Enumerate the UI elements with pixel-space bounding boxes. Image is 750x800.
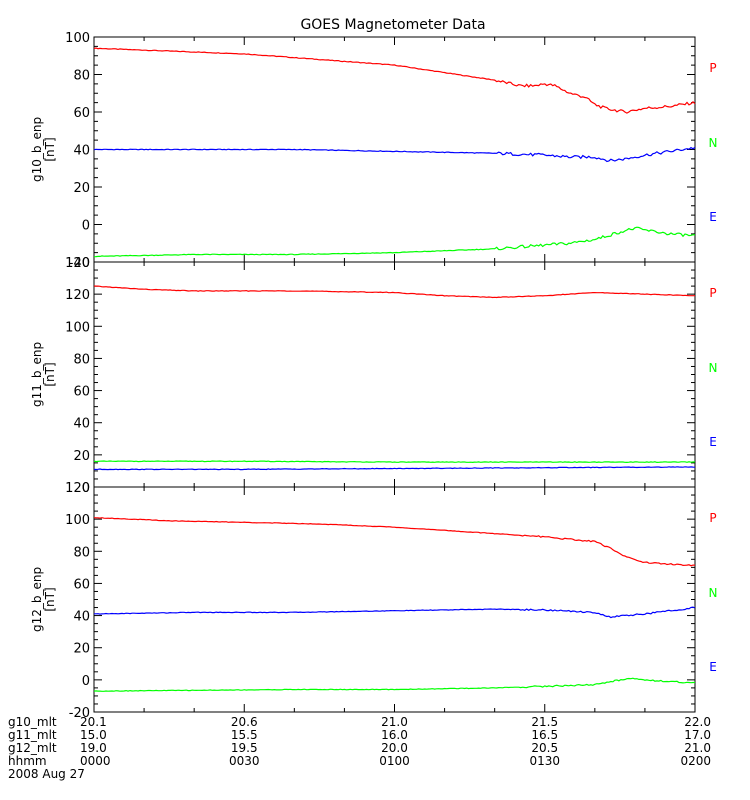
panel-2: 0 20 40 60 80 100 120 140 g11_b_enp [nT] P N E <box>30 256 717 496</box>
x-tick-value: 21.0 <box>684 741 711 755</box>
y-tick-label: -20 <box>69 256 90 271</box>
panel-frame <box>93 261 696 488</box>
x-tick-value: 15.5 <box>231 728 258 742</box>
y-tick-label: 20 <box>73 642 90 657</box>
panel-1: -20 0 20 40 60 80 100 g10_b_enp [nT] P N E <box>30 31 717 271</box>
legend-P: P <box>709 286 716 300</box>
legend-E: E <box>709 435 717 449</box>
y-axis-label: g11_b_enp <box>30 342 44 407</box>
series-E-line <box>93 226 696 258</box>
y-tick-label: 0 <box>82 219 90 234</box>
x-tick-value: 20.6 <box>231 715 258 729</box>
y-tick-label: 60 <box>73 106 90 121</box>
x-axis-labels: g10_mlt 20.1 20.6 21.0 21.5 22.0 g11_mlt 15.0 15… <box>8 715 711 781</box>
y-tick-label: 100 <box>65 31 90 46</box>
x-tick-value: 20.1 <box>80 715 107 729</box>
legend-N: N <box>709 361 718 375</box>
x-tick-value: 20.5 <box>531 741 558 755</box>
y-axis-label: g10_b_enp <box>30 117 44 182</box>
y-tick-label: 20 <box>73 449 90 464</box>
x-row-label-g10_mlt: g10_mlt <box>8 715 57 729</box>
y-tick-label: 40 <box>73 417 90 432</box>
legend-E: E <box>709 660 717 674</box>
y-tick-label: 40 <box>73 610 90 625</box>
x-tick-value: 21.0 <box>381 715 408 729</box>
x-tick-value: 0100 <box>379 754 410 768</box>
series-N-line <box>93 466 696 471</box>
x-row-label-hhmm: hhmm <box>8 754 47 768</box>
y-tick-label: 0 <box>82 674 90 689</box>
chart-title: GOES Magnetometer Data <box>300 17 485 33</box>
series-E-line <box>93 460 696 464</box>
y-tick-label: 120 <box>65 481 90 496</box>
x-tick-value: 17.0 <box>684 728 711 742</box>
series-P-line <box>93 517 696 567</box>
y-axis-unit: [nT] <box>43 362 57 386</box>
date-label: 2008 Aug 27 <box>8 767 85 781</box>
y-tick-label: 100 <box>65 320 90 335</box>
y-tick-label: 80 <box>73 352 90 367</box>
x-tick-value: 0030 <box>229 754 260 768</box>
x-tick-value: 19.5 <box>231 741 258 755</box>
y-tick-label: 100 <box>65 513 90 528</box>
x-tick-value: 16.5 <box>531 728 558 742</box>
panel-3: -20 0 20 40 60 80 100 120 g12_b_enp [nT] P N E <box>30 481 717 721</box>
y-tick-label: 60 <box>73 577 90 592</box>
x-tick-value: 0000 <box>80 754 111 768</box>
y-tick-label: 140 <box>65 256 90 271</box>
x-row-label-g11_mlt: g11_mlt <box>8 728 57 742</box>
x-tick-value: 16.0 <box>381 728 408 742</box>
y-tick-label: 60 <box>73 385 90 400</box>
y-tick-label: 40 <box>73 144 90 159</box>
y-tick-label: 80 <box>73 545 90 560</box>
series-P-line <box>93 285 695 299</box>
legend-P: P <box>709 511 716 525</box>
x-row-label-g12_mlt: g12_mlt <box>8 741 57 755</box>
legend-N: N <box>709 586 718 600</box>
legend-N: N <box>709 136 718 150</box>
y-axis-unit: [nT] <box>43 587 57 611</box>
y-tick-label: 80 <box>73 69 90 84</box>
y-tick-label: 120 <box>65 288 90 303</box>
y-tick-label: 20 <box>73 181 90 196</box>
x-tick-value: 15.0 <box>80 728 107 742</box>
series-E-line <box>93 677 695 692</box>
legend-P: P <box>709 61 716 75</box>
y-tick-label: -20 <box>69 706 90 721</box>
x-tick-value: 19.0 <box>80 741 107 755</box>
x-tick-value: 20.0 <box>381 741 408 755</box>
series-P-line <box>93 47 696 114</box>
y-axis-label: g12_b_enp <box>30 567 44 632</box>
x-tick-value: 0130 <box>529 754 560 768</box>
y-axis-unit: [nT] <box>43 137 57 161</box>
x-tick-value: 21.5 <box>531 715 558 729</box>
x-tick-value: 0200 <box>680 754 711 768</box>
legend-E: E <box>709 210 717 224</box>
series-N-line <box>93 146 696 163</box>
series-N-line <box>94 606 696 619</box>
y-tick-label: 0 <box>82 481 90 496</box>
x-tick-value: 22.0 <box>684 715 711 729</box>
